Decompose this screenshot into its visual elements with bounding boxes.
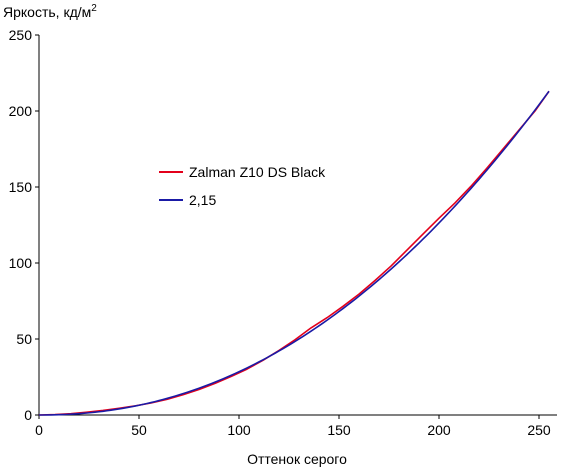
x-ticks: 0 50 100 150 200 250 <box>35 415 551 438</box>
x-tick-label: 50 <box>131 422 147 438</box>
axes <box>38 35 557 416</box>
x-tick-label: 150 <box>327 422 351 438</box>
x-tick-label: 250 <box>527 422 551 438</box>
x-axis-title: Оттенок серого <box>247 451 347 467</box>
y-tick-label: 250 <box>9 27 33 43</box>
y-tick-label: 200 <box>9 103 33 119</box>
y-ticks: 0 50 100 150 200 250 <box>9 27 39 423</box>
x-tick-label: 0 <box>35 422 43 438</box>
y-tick-label: 100 <box>9 255 33 271</box>
y-axis-title-text: Яркость, кд/м <box>3 4 91 20</box>
y-tick-label: 50 <box>16 331 32 347</box>
legend-item-series-2: 2,15 <box>159 192 216 208</box>
x-tick-label: 100 <box>227 422 251 438</box>
x-tick-label: 200 <box>427 422 451 438</box>
legend-label-series-2: 2,15 <box>189 192 216 208</box>
series-line-1 <box>38 90 550 416</box>
series-layer <box>38 90 550 416</box>
series-line-2 <box>38 90 550 416</box>
y-tick-label: 150 <box>9 179 33 195</box>
legend: Zalman Z10 DS Black 2,15 <box>159 164 326 208</box>
legend-item-series-1: Zalman Z10 DS Black <box>159 164 326 180</box>
y-tick-label: 0 <box>24 407 32 423</box>
y-axis-title-superscript: 2 <box>91 3 97 14</box>
legend-label-series-1: Zalman Z10 DS Black <box>189 164 326 180</box>
y-axis-title: Яркость, кд/м2 <box>3 3 97 20</box>
